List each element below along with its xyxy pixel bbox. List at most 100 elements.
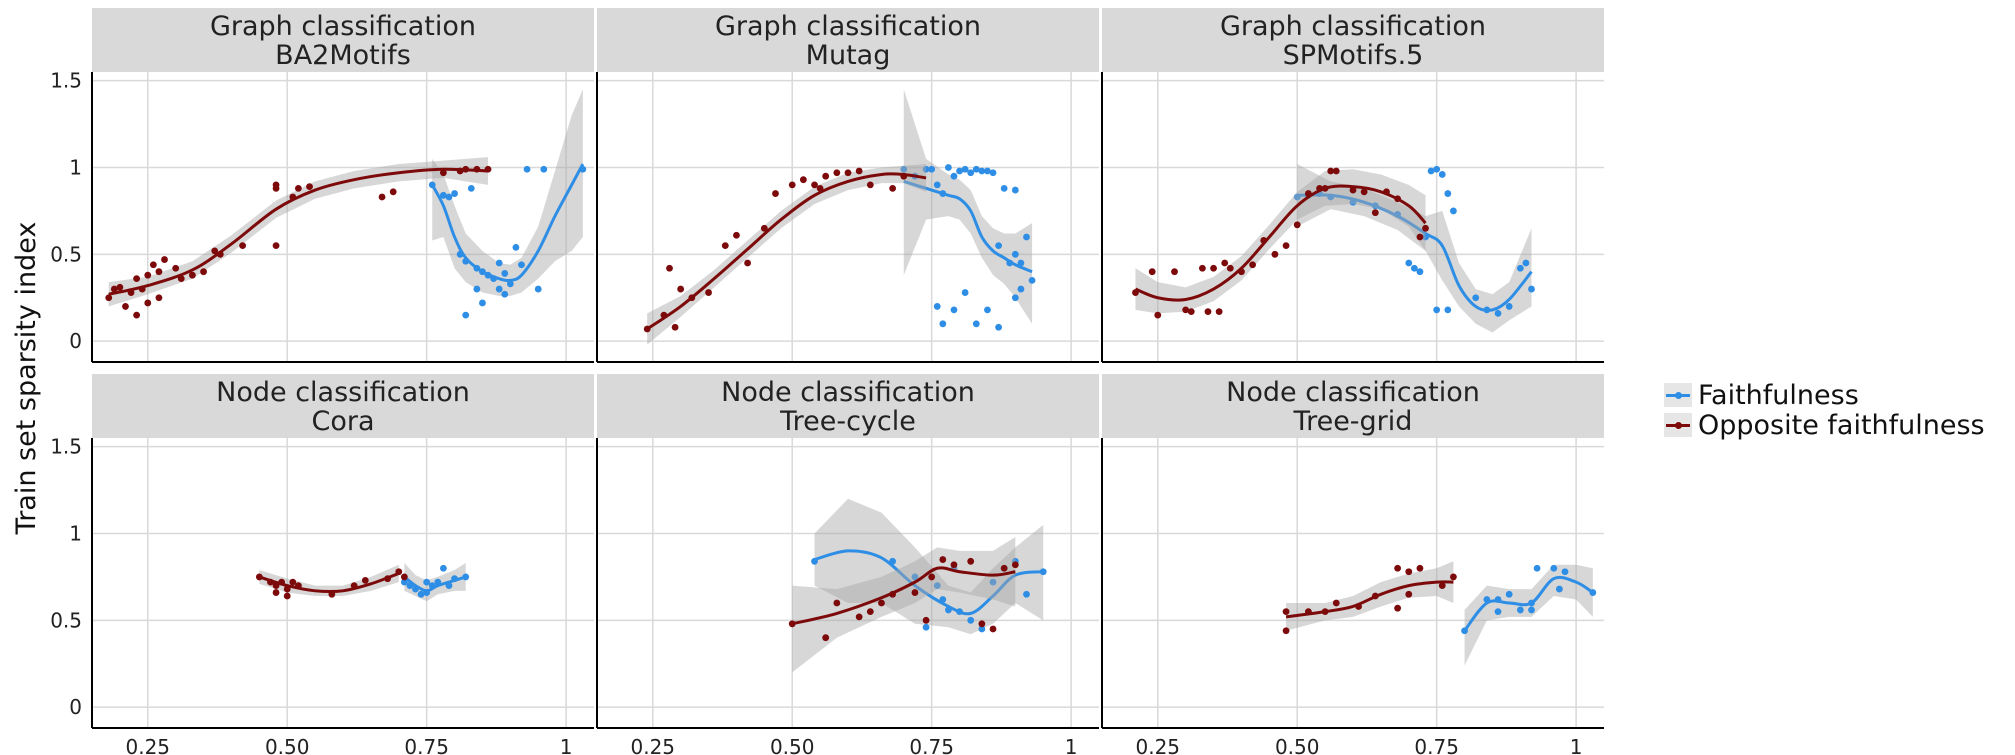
data-point-faithfulness	[922, 165, 930, 173]
data-point-faithfulness	[978, 167, 986, 175]
data-point-opposite	[939, 556, 947, 563]
facet-strip	[92, 374, 594, 438]
data-point-opposite	[389, 188, 397, 196]
data-point-opposite	[1422, 224, 1429, 232]
legend-label-opposite-faithfulness: Opposite faithfulness	[1698, 409, 1985, 441]
data-point-faithfulness	[950, 306, 958, 314]
data-point-faithfulness	[1017, 259, 1025, 267]
data-point-faithfulness	[479, 299, 486, 307]
data-point-faithfulness	[967, 616, 975, 624]
data-point-opposite	[1416, 564, 1424, 572]
x-tick-label: 1	[560, 735, 573, 755]
smooth-line-faithfulness	[430, 163, 585, 283]
data-point-faithfulness	[423, 578, 431, 586]
legend-label-faithfulness: Faithfulness	[1698, 379, 1859, 411]
facet-strip-bottom-label: BA2Motifs	[275, 40, 411, 71]
smooth-line-opposite	[1134, 184, 1427, 302]
data-point-opposite	[1226, 264, 1234, 272]
smooth-line-opposite	[1285, 580, 1454, 619]
data-point-opposite	[1154, 311, 1162, 319]
data-point-opposite	[1332, 599, 1340, 607]
data-point-faithfulness	[501, 270, 509, 277]
data-point-faithfulness	[1533, 564, 1541, 572]
data-point-opposite	[1282, 242, 1290, 250]
data-point-opposite	[811, 181, 818, 189]
data-point-faithfulness	[984, 167, 991, 175]
data-point-faithfulness	[495, 285, 503, 293]
data-point-faithfulness	[1522, 259, 1530, 267]
facet-strip-bottom-label: Cora	[311, 406, 374, 437]
facet-strip-top-label: Node classification	[1226, 377, 1480, 408]
data-point-opposite	[866, 181, 874, 189]
data-point-faithfulness	[933, 582, 941, 590]
data-point-faithfulness	[1550, 564, 1558, 572]
data-point-faithfulness	[922, 623, 930, 631]
facet-strip-top-label: Graph classification	[210, 11, 476, 42]
facet-strip	[92, 8, 594, 72]
data-point-opposite	[144, 299, 152, 307]
confidence-ribbon-faithfulness	[432, 89, 583, 297]
data-point-faithfulness	[933, 303, 941, 310]
y-tick-label: 1.5	[50, 435, 82, 459]
data-point-opposite	[822, 634, 830, 642]
data-point-opposite	[1210, 264, 1217, 272]
data-point-opposite	[378, 193, 386, 201]
data-point-faithfulness	[989, 578, 997, 586]
data-point-faithfulness	[540, 165, 548, 173]
data-point-faithfulness	[1444, 190, 1452, 197]
legend-item-opposite-faithfulness: Opposite faithfulness	[1664, 409, 1985, 441]
data-point-faithfulness	[495, 259, 503, 267]
data-point-opposite	[855, 613, 863, 621]
x-tick-label: 0.25	[126, 735, 171, 755]
data-point-faithfulness	[1416, 268, 1424, 276]
confidence-ribbon-faithfulness	[1297, 164, 1532, 333]
data-point-opposite	[1011, 561, 1019, 569]
data-point-opposite	[978, 620, 986, 628]
data-point-opposite	[1360, 188, 1368, 196]
data-point-opposite	[760, 224, 768, 232]
data-point-faithfulness	[523, 165, 531, 173]
data-point-opposite	[272, 589, 280, 596]
data-point-faithfulness	[945, 164, 952, 171]
data-point-opposite	[833, 169, 841, 177]
data-point-faithfulness	[1405, 259, 1413, 267]
facet-strip	[597, 8, 1099, 72]
data-point-opposite	[967, 557, 975, 565]
data-point-faithfulness	[1017, 285, 1025, 293]
data-point-faithfulness	[467, 184, 475, 192]
facet-strip-top-label: Node classification	[216, 377, 470, 408]
data-point-opposite	[677, 285, 685, 293]
x-tick-label: 0.25	[1136, 735, 1181, 755]
data-point-faithfulness	[984, 306, 991, 314]
facet-strip-top-label: Graph classification	[715, 11, 981, 42]
data-point-opposite	[272, 242, 280, 250]
facet-strip-top-label: Node classification	[721, 377, 975, 408]
data-point-faithfulness	[518, 261, 525, 269]
data-point-opposite	[172, 264, 180, 272]
data-point-opposite	[294, 184, 302, 192]
data-point-opposite	[144, 271, 152, 279]
data-point-opposite	[133, 311, 141, 319]
facet-strip-bottom-label: Mutag	[806, 40, 891, 71]
data-point-faithfulness	[1505, 303, 1513, 310]
data-point-opposite	[788, 181, 796, 189]
data-point-opposite	[1394, 604, 1402, 612]
data-point-faithfulness	[989, 169, 997, 177]
facet-strip	[1102, 8, 1604, 72]
data-point-opposite	[950, 561, 958, 569]
confidence-ribbon-opposite	[108, 157, 489, 307]
legend-item-faithfulness: Faithfulness	[1664, 379, 1985, 411]
data-point-faithfulness	[1528, 285, 1535, 293]
data-point-opposite	[1416, 233, 1424, 241]
data-point-opposite	[400, 573, 408, 581]
data-point-opposite	[149, 261, 157, 269]
smooth-line-faithfulness	[814, 549, 1044, 616]
facet-strip-top-label: Graph classification	[1220, 11, 1486, 42]
data-point-faithfulness	[440, 564, 447, 572]
x-tick-label: 0.50	[1275, 735, 1320, 755]
data-point-faithfulness	[1494, 309, 1502, 317]
facet-strip-bottom-label: Tree-cycle	[779, 406, 916, 437]
data-point-faithfulness	[1410, 264, 1418, 272]
legend-key-faithfulness	[1664, 383, 1692, 407]
